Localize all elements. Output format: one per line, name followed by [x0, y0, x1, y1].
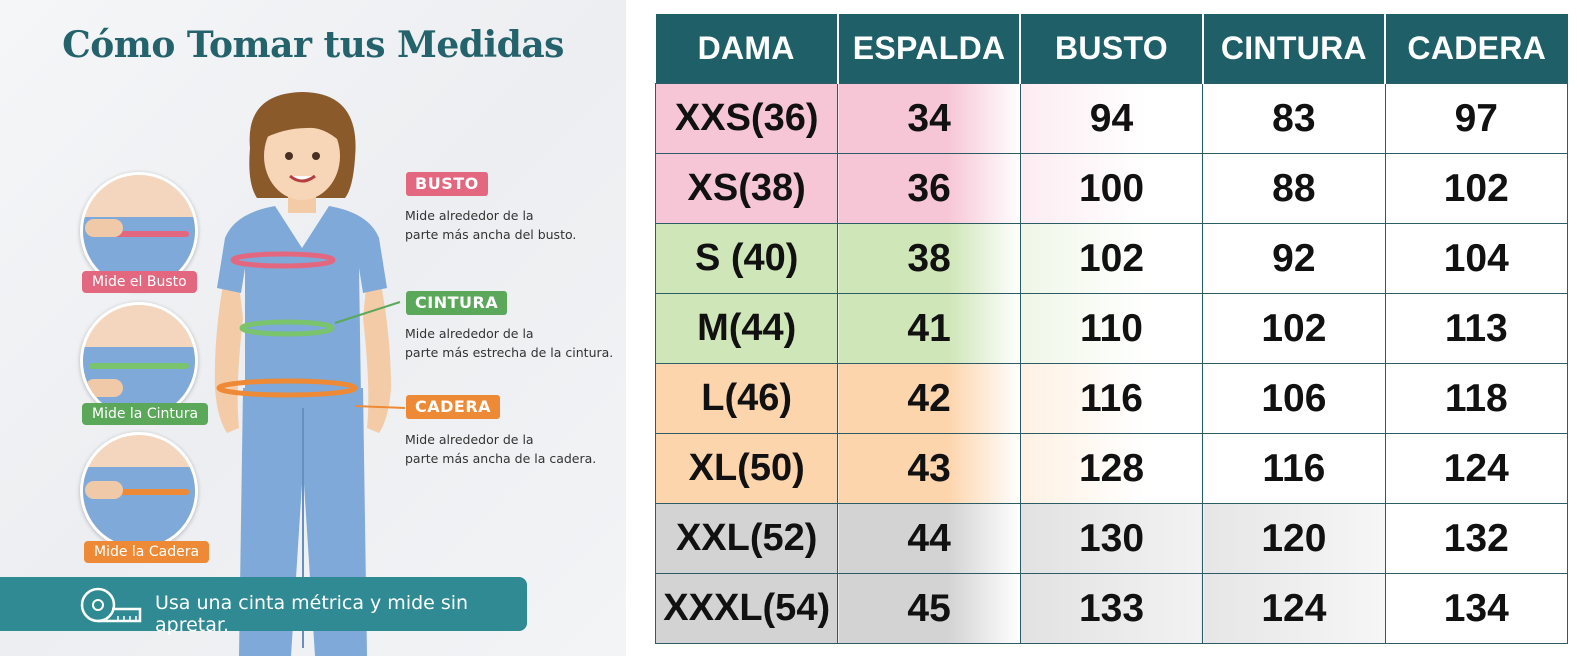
cadera-cell: 118 — [1384, 363, 1569, 434]
busto-cell: 110 — [1019, 293, 1204, 364]
espalda-cell: 34 — [837, 83, 1021, 154]
table-row: XS(38) 36 100 88 102 — [654, 153, 1569, 224]
busto-cell: 130 — [1019, 503, 1204, 574]
cintura-cell: 83 — [1202, 83, 1386, 154]
cadera-cell: 132 — [1384, 503, 1569, 574]
guide-title: Cómo Tomar tus Medidas — [62, 24, 564, 66]
table-header-row: DAMA ESPALDA BUSTO CINTURA CADERA — [655, 14, 1568, 84]
busto-cell: 128 — [1019, 433, 1204, 504]
size-cell: M(44) — [654, 293, 839, 364]
hip-tag: CADERA — [406, 395, 501, 419]
waist-description: Mide alrededor de la parte más estrecha … — [405, 324, 613, 362]
tip-text: Usa una cinta métrica y mide sin apretar… — [155, 592, 469, 636]
espalda-cell: 44 — [837, 503, 1021, 574]
hip-description: Mide alrededor de la parte más ancha de … — [405, 430, 596, 468]
cintura-cell: 124 — [1202, 573, 1386, 644]
busto-cell: 102 — [1019, 223, 1204, 294]
bust-description-line2: parte más ancha del busto. — [405, 227, 577, 242]
size-cell: XL(50) — [654, 433, 839, 504]
cintura-cell: 88 — [1202, 153, 1386, 224]
espalda-cell: 43 — [837, 433, 1021, 504]
measuring-tape-icon — [80, 587, 142, 623]
size-cell: XS(38) — [654, 153, 839, 224]
cadera-cell: 104 — [1384, 223, 1569, 294]
bust-description: Mide alrededor de la parte más ancha del… — [405, 206, 576, 244]
cintura-cell: 120 — [1202, 503, 1386, 574]
table-row: L(46) 42 116 106 118 — [654, 363, 1569, 434]
waist-tag: CINTURA — [406, 291, 508, 315]
espalda-cell: 45 — [837, 573, 1021, 644]
espalda-cell: 36 — [837, 153, 1021, 224]
size-cell: XXS(36) — [654, 83, 839, 154]
hip-detail-circle — [80, 432, 198, 550]
bust-tag: BUSTO — [406, 172, 488, 196]
cadera-cell: 113 — [1384, 293, 1569, 364]
size-cell: L(46) — [654, 363, 839, 434]
table-row: XXXL(54) 45 133 124 134 — [654, 573, 1569, 644]
size-cell: XXL(52) — [654, 503, 839, 574]
table-row: XXL(52) 44 130 120 132 — [654, 503, 1569, 574]
size-chart-table: DAMA ESPALDA BUSTO CINTURA CADERA XXS(36… — [654, 14, 1569, 644]
espalda-cell: 41 — [837, 293, 1021, 364]
hip-description-line1: Mide alrededor de la — [405, 432, 534, 447]
busto-cell: 94 — [1019, 83, 1204, 154]
bust-circle-label: Mide el Busto — [82, 271, 197, 293]
cintura-cell: 106 — [1202, 363, 1386, 434]
cadera-cell: 97 — [1384, 83, 1569, 154]
header-espalda: ESPALDA — [836, 14, 1021, 84]
table-row: S (40) 38 102 92 104 — [654, 223, 1569, 294]
header-cintura: CINTURA — [1201, 14, 1386, 84]
espalda-cell: 42 — [837, 363, 1021, 434]
table-row: XL(50) 43 128 116 124 — [654, 433, 1569, 504]
busto-cell: 100 — [1019, 153, 1204, 224]
woman-figure-illustration — [214, 92, 405, 656]
hip-description-line2: parte más ancha de la cadera. — [405, 451, 597, 466]
table-row: M(44) 41 110 102 113 — [654, 293, 1569, 364]
waist-description-line2: parte más estrecha de la cintura. — [405, 345, 614, 360]
busto-cell: 133 — [1019, 573, 1204, 644]
bust-description-line1: Mide alrededor de la — [405, 208, 534, 223]
cadera-cell: 102 — [1384, 153, 1569, 224]
hip-circle-label: Mide la Cadera — [84, 541, 210, 563]
cintura-cell: 102 — [1202, 293, 1386, 364]
tip-banner: Usa una cinta métrica y mide sin apretar… — [0, 577, 527, 636]
size-cell: S (40) — [654, 223, 839, 294]
header-dama: DAMA — [655, 14, 838, 84]
waist-circle-label: Mide la Cintura — [82, 403, 209, 425]
busto-cell: 116 — [1019, 363, 1204, 434]
waist-description-line1: Mide alrededor de la — [405, 326, 534, 341]
header-busto: BUSTO — [1019, 14, 1203, 84]
cintura-cell: 92 — [1202, 223, 1386, 294]
cadera-cell: 124 — [1384, 433, 1569, 504]
header-cadera: CADERA — [1384, 14, 1568, 84]
espalda-cell: 38 — [837, 223, 1021, 294]
cadera-cell: 134 — [1384, 573, 1569, 644]
measuring-guide: Cómo Tomar tus Medidas Mide el Bu — [0, 0, 626, 656]
cintura-cell: 116 — [1202, 433, 1386, 504]
table-row: XXS(36) 34 94 83 97 — [654, 83, 1569, 154]
size-cell: XXXL(54) — [654, 573, 839, 644]
